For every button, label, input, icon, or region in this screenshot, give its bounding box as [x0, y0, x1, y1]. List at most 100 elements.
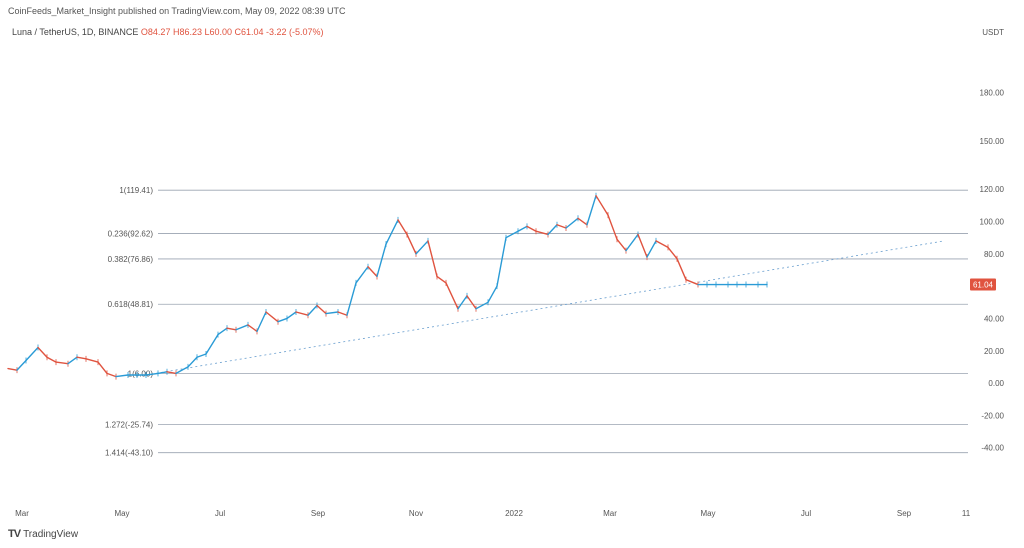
trendline-segment — [145, 240, 945, 376]
price-segment — [676, 257, 687, 281]
price-segment — [55, 361, 69, 365]
price-segment — [457, 295, 468, 310]
price-segment — [397, 219, 408, 236]
fib-label: 0.382(76.86) — [108, 255, 154, 264]
price-segment — [265, 311, 279, 323]
price-segment — [325, 311, 339, 315]
y-tick-label: 40.00 — [984, 314, 1005, 323]
x-tick-label: May — [114, 509, 129, 518]
price-segment — [217, 327, 228, 336]
y-tick-label: 150.00 — [980, 137, 1005, 146]
y-tick-label: 0.00 — [988, 379, 1004, 388]
price-segment — [445, 282, 459, 310]
y-tick-label: -40.00 — [981, 444, 1004, 453]
y-tick-label: 20.00 — [984, 347, 1005, 356]
last-price-badge: 61.04 — [970, 278, 996, 291]
price-segment — [487, 285, 498, 304]
publisher-caption: CoinFeeds_Market_Insight published on Tr… — [8, 6, 346, 16]
price-segment — [376, 243, 387, 278]
price-segment — [187, 356, 198, 368]
fib-label: 1.414(-43.10) — [105, 449, 153, 458]
price-badge-value: 61.04 — [973, 280, 994, 289]
price-segment — [547, 224, 558, 236]
price-segment — [637, 233, 648, 258]
price-segment — [556, 224, 567, 229]
price-segment — [25, 346, 39, 362]
price-series — [7, 192, 768, 380]
price-segment — [175, 366, 189, 375]
price-segment — [406, 233, 417, 255]
price-segment — [316, 304, 327, 315]
price-segment — [427, 240, 438, 278]
price-segment — [46, 356, 57, 363]
price-segment — [166, 371, 177, 375]
fibonacci-levels: 1(119.41) 0.236(92.62) 0.382(76.86) 0.618(4… — [105, 186, 968, 458]
x-tick-label: Mar — [15, 509, 29, 518]
x-tick-label: 2022 — [505, 509, 523, 518]
price-segment — [565, 217, 579, 229]
y-tick-label: 120.00 — [980, 185, 1005, 194]
price-segment — [37, 346, 48, 358]
price-segment — [385, 219, 399, 245]
y-tick-label: 80.00 — [984, 250, 1005, 259]
price-segment — [115, 374, 129, 378]
price-segment — [85, 358, 99, 363]
price-segment — [346, 282, 357, 316]
price-segment — [205, 333, 219, 355]
fib-label: 1(119.41) — [119, 186, 153, 195]
price-segment — [235, 324, 249, 331]
price-segment — [595, 194, 609, 216]
price-segment — [7, 367, 18, 371]
x-tick-label: May — [700, 509, 715, 518]
price-segment — [247, 324, 258, 333]
price-segment — [277, 317, 288, 323]
price-segment — [685, 278, 699, 286]
price-segment — [616, 238, 627, 252]
trendline — [145, 240, 945, 376]
symbol-name: Luna / TetherUS, 1D, BINANCE — [12, 27, 139, 37]
logo-icon: TV — [8, 528, 21, 540]
price-segment — [67, 356, 78, 365]
price-segment — [466, 295, 477, 310]
fib-label: 1.272(-25.74) — [105, 421, 153, 430]
ohlc-values: O84.27 H86.23 L60.00 C61.04 -3.22 (-5.07… — [140, 27, 324, 37]
price-segment — [97, 361, 108, 375]
price-segment — [256, 311, 267, 333]
price-segment — [535, 230, 549, 236]
symbol-line: Luna / TetherUS, 1D, BINANCE O84.27 H86.… — [12, 27, 324, 37]
price-segment — [106, 372, 117, 378]
price-segment — [625, 233, 639, 252]
price-segment — [355, 266, 369, 284]
price-segment — [367, 266, 378, 278]
x-tick-label: Nov — [409, 509, 423, 518]
x-tick-label: Sep — [897, 509, 912, 518]
price-segment — [586, 194, 597, 226]
price-segment — [286, 311, 297, 320]
x-tick-label: Mar — [603, 509, 617, 518]
price-segment — [337, 311, 348, 316]
price-segment — [577, 217, 588, 226]
price-badge-box — [970, 278, 996, 291]
x-tick-label: 11 — [962, 509, 971, 518]
price-segment — [526, 225, 537, 232]
x-tick-label: Jul — [215, 509, 225, 518]
price-segment — [667, 246, 678, 260]
x-tick-label: Jul — [801, 509, 811, 518]
price-segment — [646, 240, 657, 258]
price-segment — [226, 327, 237, 331]
price-segment — [607, 214, 618, 241]
price-segment — [157, 371, 168, 375]
price-segment — [145, 372, 159, 376]
y-tick-label: 100.00 — [980, 218, 1005, 227]
x-axis: Mar May Jul Sep Nov 2022 Mar May Jul Sep 11 — [15, 509, 971, 518]
price-segment — [517, 225, 528, 232]
fib-label: 0.618(48.81) — [108, 300, 154, 309]
price-segment — [76, 356, 87, 360]
price-segment — [196, 353, 207, 358]
price-segment — [16, 359, 27, 371]
y-tick-label: -20.00 — [981, 411, 1004, 420]
price-segment — [655, 240, 669, 249]
price-segment — [475, 301, 489, 310]
price-segment — [415, 240, 429, 255]
